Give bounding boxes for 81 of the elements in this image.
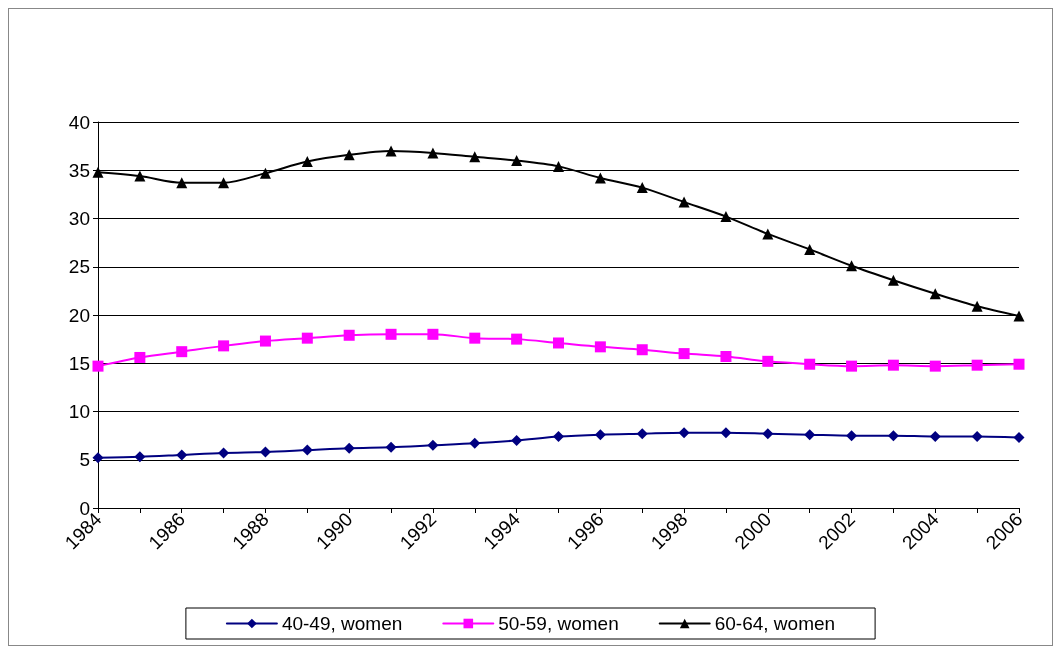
point	[385, 328, 397, 340]
point	[511, 333, 523, 345]
point	[720, 211, 732, 223]
point	[511, 155, 523, 167]
y-tick-label: 0	[79, 497, 90, 519]
point	[176, 346, 188, 358]
point	[594, 172, 606, 184]
point	[971, 300, 983, 312]
point	[762, 428, 774, 440]
point	[218, 447, 230, 459]
point	[301, 156, 313, 168]
point	[804, 429, 816, 441]
point	[636, 344, 648, 356]
point	[259, 167, 271, 179]
point	[301, 444, 313, 456]
point	[259, 335, 271, 347]
y-tick-label: 40	[68, 111, 90, 133]
point	[343, 149, 355, 161]
point	[1013, 310, 1025, 322]
y-tick-label: 30	[68, 208, 90, 229]
point	[929, 431, 941, 443]
point	[343, 442, 355, 454]
point	[553, 431, 564, 443]
point	[971, 431, 983, 443]
point	[846, 360, 858, 372]
y-tick-label: 5	[79, 449, 90, 471]
point	[678, 427, 690, 439]
point	[594, 429, 606, 441]
point	[762, 228, 774, 240]
y-tick-label: 20	[68, 304, 90, 326]
point	[511, 434, 523, 446]
point	[720, 350, 732, 362]
point	[887, 359, 899, 371]
point	[343, 329, 355, 341]
point	[385, 441, 397, 453]
point	[469, 332, 481, 344]
point	[553, 337, 564, 349]
point	[176, 177, 188, 189]
point	[134, 451, 146, 463]
point	[720, 427, 732, 439]
point	[469, 151, 481, 163]
point	[259, 446, 271, 458]
point	[636, 428, 648, 440]
point	[846, 430, 858, 442]
legend-label: 50-59, women	[498, 613, 619, 634]
point	[887, 274, 899, 286]
point	[804, 243, 816, 255]
point	[469, 437, 481, 449]
legend-label: 40-49, women	[281, 613, 403, 634]
point	[218, 340, 230, 352]
point	[804, 358, 816, 370]
legend-label: 60-64, women	[714, 613, 836, 634]
y-tick-label: 10	[68, 401, 90, 422]
point	[92, 166, 104, 178]
point	[427, 328, 439, 340]
point	[1013, 432, 1025, 444]
point	[385, 145, 397, 157]
point	[92, 452, 104, 464]
y-tick-label: 15	[68, 352, 90, 374]
point	[594, 341, 606, 353]
point	[176, 449, 188, 461]
point	[678, 196, 690, 208]
point	[678, 348, 690, 360]
point	[134, 170, 146, 182]
point	[887, 430, 899, 442]
point	[762, 355, 774, 367]
point	[301, 332, 313, 344]
point	[971, 359, 983, 371]
point	[929, 360, 941, 372]
point	[1013, 358, 1025, 370]
point	[92, 360, 104, 372]
point	[427, 147, 439, 159]
point	[134, 351, 146, 363]
point	[846, 260, 858, 272]
point	[553, 160, 564, 172]
y-tick-label: 25	[68, 256, 90, 278]
y-tick-label: 35	[68, 159, 90, 181]
point	[218, 177, 230, 189]
point	[636, 182, 648, 194]
point	[929, 288, 941, 300]
point	[427, 439, 439, 451]
